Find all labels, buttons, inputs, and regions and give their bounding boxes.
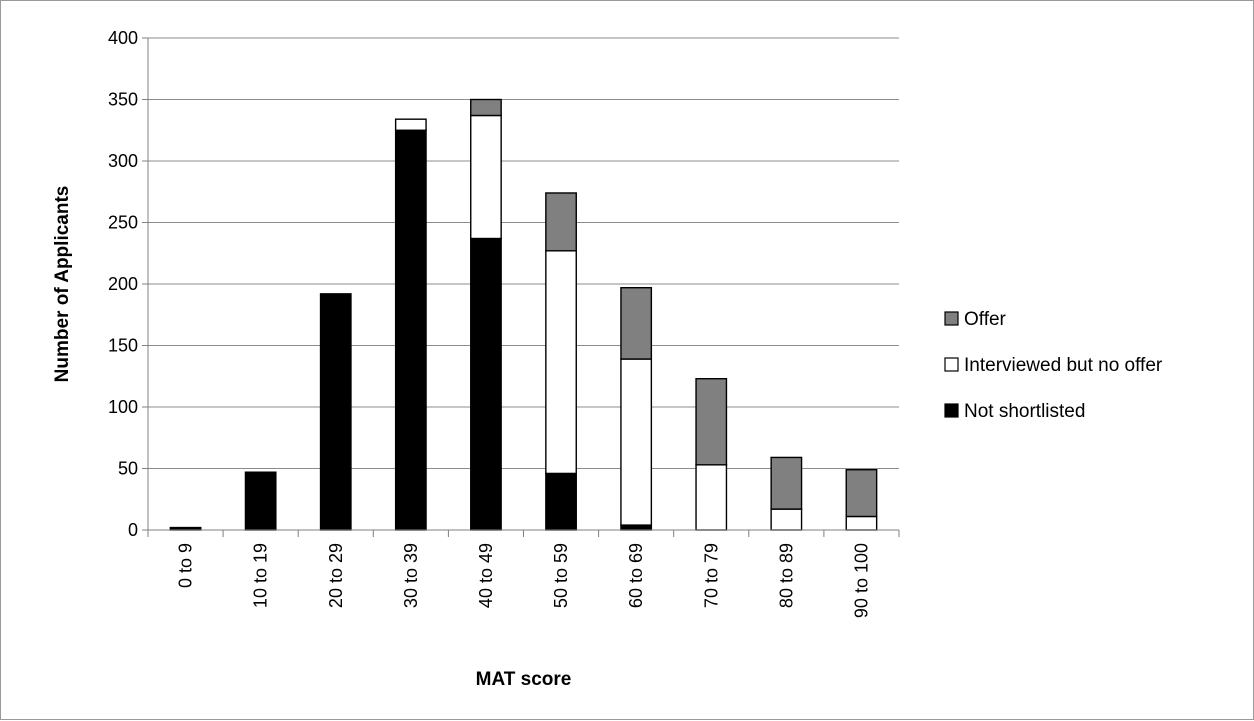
bar-segment — [770, 456, 803, 510]
x-tick-label: 70 to 79 — [701, 543, 721, 608]
x-tick-label: 90 to 100 — [851, 543, 871, 618]
legend-label: Offer — [964, 309, 1007, 330]
y-tick-label: 50 — [118, 459, 138, 479]
x-tick-label: 20 to 29 — [326, 543, 346, 608]
legend-label: Interviewed but no offer — [964, 355, 1163, 376]
x-tick-label: 50 to 59 — [551, 543, 571, 608]
legend-swatch — [944, 403, 959, 418]
bar-segment — [845, 469, 878, 518]
bar-segment — [470, 114, 502, 240]
bar-segment — [394, 118, 427, 131]
bar-segment — [244, 471, 277, 531]
bar-segment — [695, 464, 728, 531]
y-tick-label: 150 — [108, 336, 138, 356]
bar-segment — [620, 358, 653, 526]
bar-segment — [695, 378, 728, 466]
bar-segment — [845, 515, 878, 531]
bar-segment — [319, 293, 352, 531]
x-axis-title: MAT score — [476, 669, 572, 690]
bars — [169, 98, 878, 531]
x-tick-label: 40 to 49 — [476, 543, 496, 608]
x-tick-labels: 0 to 9 10 to 19 20 to 29 30 to 39 40 to 49 50… — [147, 530, 900, 618]
x-tick-label: 30 to 39 — [401, 543, 421, 608]
legend-label: Not shortlisted — [964, 401, 1085, 422]
legend-swatch — [944, 311, 959, 326]
y-tick-label: 350 — [108, 90, 138, 110]
legend-swatch — [944, 357, 959, 372]
legend: Offer Interviewed but no offer Not shortli… — [944, 309, 1163, 422]
bar-segment — [545, 250, 577, 475]
y-tick-label: 100 — [108, 397, 138, 417]
x-tick-label: 80 to 89 — [776, 543, 796, 608]
y-axis-title: Number of Applicants — [52, 186, 73, 383]
y-tick-label: 200 — [108, 274, 138, 294]
bar-segment — [394, 129, 427, 531]
y-tick-label: 300 — [108, 151, 138, 171]
y-tick-labels: 0 50 100 150 200 250 300 350 400 — [108, 28, 148, 540]
bar-segment — [545, 472, 577, 531]
y-tick-label: 400 — [108, 28, 138, 48]
bar-segment — [470, 98, 502, 117]
bar-segment — [620, 286, 653, 360]
bar-segment — [545, 192, 577, 252]
x-tick-label: 60 to 69 — [626, 543, 646, 608]
x-tick-label: 10 to 19 — [251, 543, 271, 608]
x-tick-label: 0 to 9 — [176, 543, 196, 588]
y-tick-label: 250 — [108, 213, 138, 233]
gridlines — [148, 37, 899, 469]
bar-segment — [770, 508, 803, 531]
y-tick-label: 0 — [128, 520, 138, 540]
bar-segment — [470, 237, 502, 531]
bar-segment — [620, 524, 653, 531]
